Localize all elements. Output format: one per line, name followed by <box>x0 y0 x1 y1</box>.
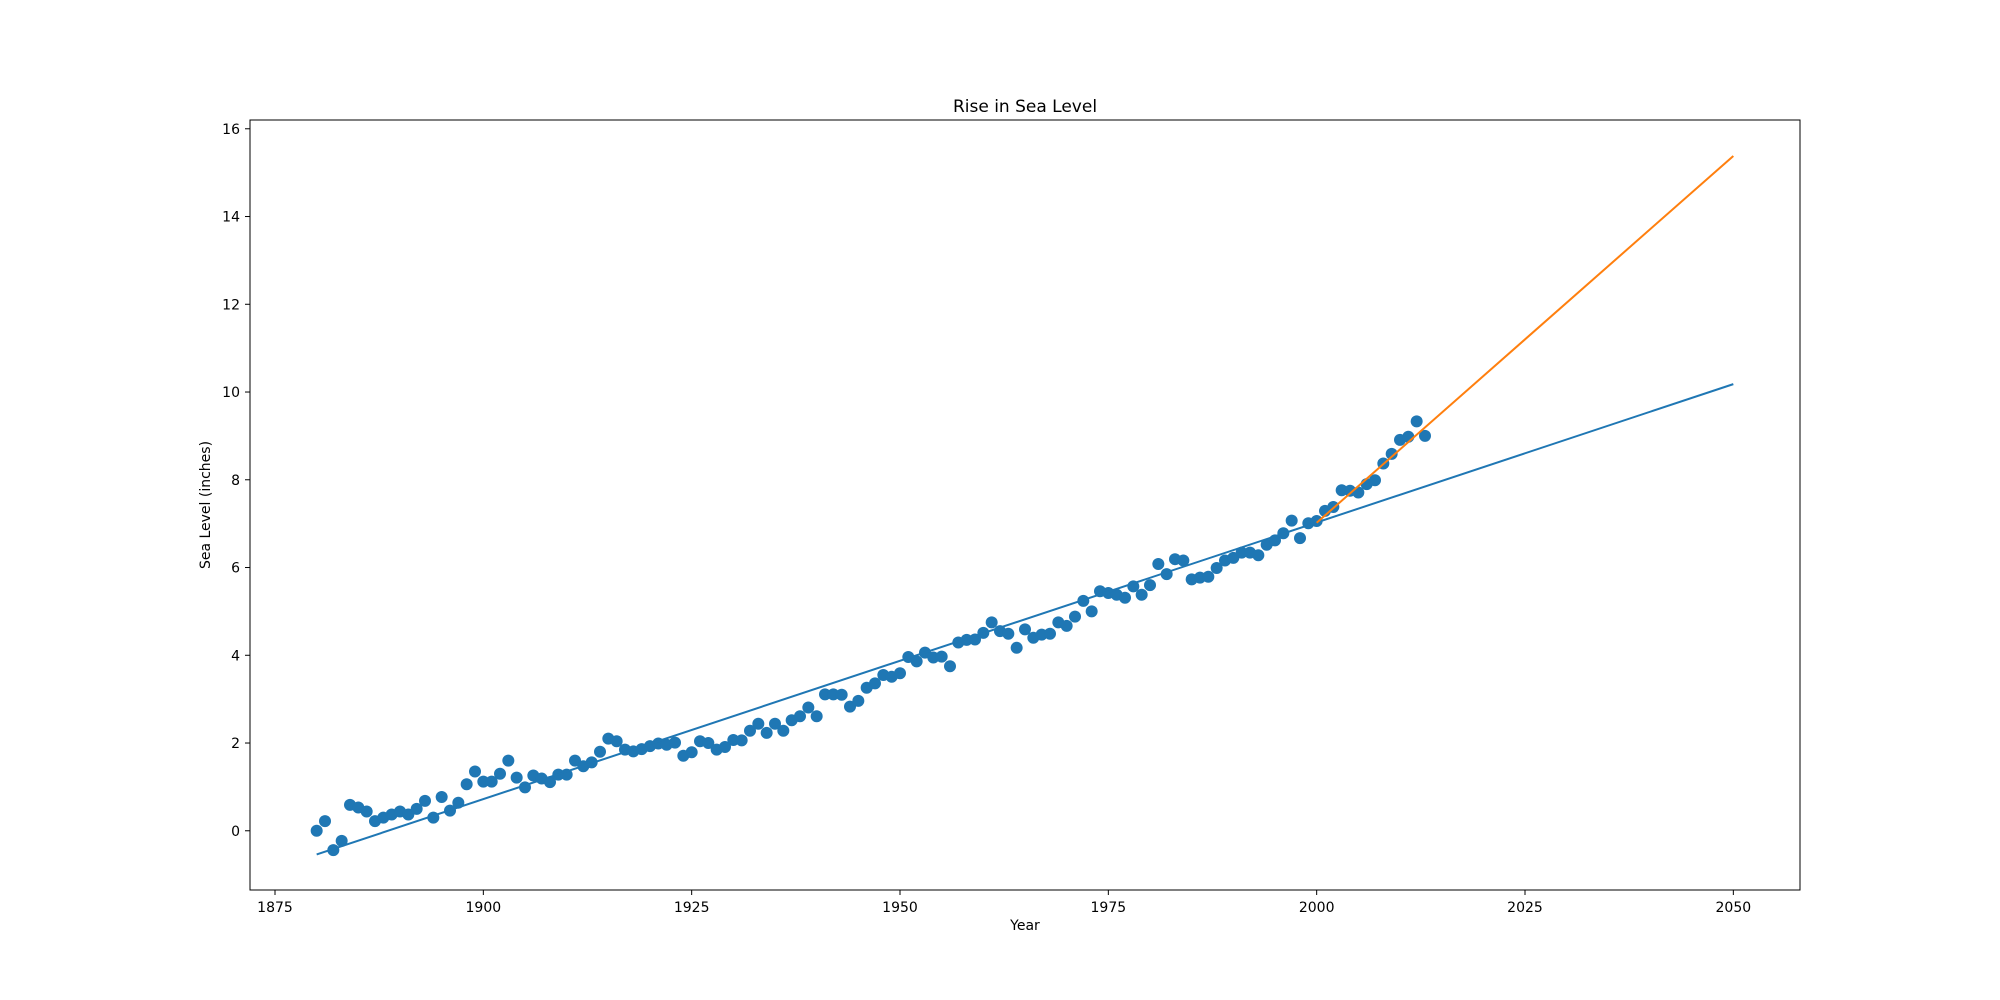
x-axis-title: Year <box>1009 918 1040 934</box>
data-point <box>510 771 523 784</box>
x-tick-label: 1950 <box>882 900 918 916</box>
fit-line-recent <box>1316 155 1734 524</box>
data-point <box>610 735 623 748</box>
data-point <box>852 694 865 707</box>
data-point <box>1252 549 1265 562</box>
data-point <box>669 736 681 749</box>
x-tick-label: 2050 <box>1716 900 1752 916</box>
data-point <box>777 724 790 737</box>
data-point <box>360 805 373 818</box>
data-point <box>460 778 473 791</box>
x-tick-label: 1900 <box>466 900 502 916</box>
series-layer <box>310 155 1734 857</box>
data-point <box>685 746 698 759</box>
data-point <box>869 677 881 690</box>
data-point <box>910 655 923 668</box>
data-point <box>410 802 423 815</box>
x-tick-label: 1975 <box>1091 900 1127 916</box>
data-point <box>1202 570 1215 583</box>
x-axis-ticks: 1875 1900 1925 1950 1975 2000 2025 2050 <box>257 890 1751 916</box>
data-point <box>752 717 765 730</box>
y-tick-label: 2 <box>231 736 240 752</box>
data-point <box>419 794 431 807</box>
data-point <box>810 710 823 723</box>
data-point <box>760 726 773 739</box>
data-point <box>1119 591 1131 604</box>
data-point <box>435 790 448 803</box>
data-point <box>719 740 731 753</box>
data-point <box>335 834 348 847</box>
data-point <box>1235 546 1248 559</box>
data-point <box>1019 623 1031 636</box>
y-tick-label: 8 <box>231 473 240 489</box>
y-tick-label: 12 <box>222 297 240 313</box>
data-point <box>485 775 498 788</box>
data-point <box>1069 610 1081 623</box>
y-tick-label: 6 <box>231 561 240 577</box>
y-tick-label: 0 <box>231 824 240 840</box>
data-point <box>1010 641 1023 654</box>
data-point <box>1144 579 1156 592</box>
x-tick-label: 2000 <box>1299 900 1335 916</box>
data-point <box>1369 474 1381 487</box>
data-point <box>469 765 481 778</box>
data-point <box>735 734 748 747</box>
data-point <box>944 660 956 673</box>
data-point <box>1385 447 1398 460</box>
data-point <box>594 745 606 758</box>
data-point <box>1410 415 1423 428</box>
data-point <box>1294 532 1306 545</box>
data-point <box>1285 514 1298 527</box>
data-point <box>1210 561 1223 574</box>
data-point <box>702 737 715 750</box>
data-point <box>1419 429 1431 442</box>
data-point <box>310 824 323 837</box>
x-tick-label: 1925 <box>674 900 710 916</box>
data-point <box>835 688 848 701</box>
data-point <box>794 710 806 723</box>
data-point <box>1060 619 1073 632</box>
data-point <box>1177 554 1190 567</box>
y-axis-title: Sea Level (inches) <box>198 441 214 569</box>
data-point <box>935 650 948 663</box>
y-tick-label: 14 <box>222 210 240 226</box>
y-tick-label: 10 <box>222 385 240 401</box>
fit-line-all <box>316 383 1734 856</box>
y-tick-label: 16 <box>222 122 240 138</box>
data-point <box>769 717 781 730</box>
plot-frame <box>249 119 1801 891</box>
data-point <box>502 754 515 767</box>
data-point <box>1085 605 1098 618</box>
data-point <box>819 688 831 701</box>
data-point <box>494 767 506 780</box>
data-point <box>1002 627 1015 640</box>
data-point <box>744 724 756 737</box>
data-point <box>319 815 331 828</box>
data-point <box>544 776 556 789</box>
data-point <box>1135 588 1148 601</box>
y-axis-ticks: 0 2 4 6 8 10 12 14 16 <box>222 122 250 840</box>
data-point <box>1152 558 1165 571</box>
x-tick-label: 1875 <box>257 900 293 916</box>
chart-title: Rise in Sea Level <box>953 97 1097 117</box>
data-point <box>1044 627 1056 640</box>
data-point <box>894 667 906 680</box>
data-point <box>802 701 815 714</box>
x-tick-label: 2025 <box>1507 900 1543 916</box>
data-point <box>985 616 998 629</box>
y-tick-label: 4 <box>231 648 240 664</box>
data-point <box>477 775 490 788</box>
